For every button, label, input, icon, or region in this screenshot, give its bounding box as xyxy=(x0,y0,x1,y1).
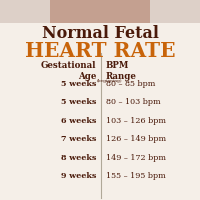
Text: Gestational: Gestational xyxy=(40,61,96,70)
Text: 5 weeks: 5 weeks xyxy=(61,98,96,106)
Text: 5 weeks: 5 weeks xyxy=(61,80,96,88)
Text: 7 weeks: 7 weeks xyxy=(61,135,96,143)
Text: 80 – 103 bpm: 80 – 103 bpm xyxy=(106,98,161,106)
Text: 6 weeks: 6 weeks xyxy=(61,117,96,125)
Text: HEART RATE: HEART RATE xyxy=(25,41,175,61)
Text: Range: Range xyxy=(106,72,137,81)
Text: 149 – 172 bpm: 149 – 172 bpm xyxy=(106,154,166,162)
Text: (beginning): (beginning) xyxy=(97,79,122,83)
Text: 103 – 126 bpm: 103 – 126 bpm xyxy=(106,117,166,125)
Text: Normal Fetal: Normal Fetal xyxy=(42,25,158,42)
Text: Age: Age xyxy=(78,72,96,81)
Text: 126 – 149 bpm: 126 – 149 bpm xyxy=(106,135,166,143)
Text: 155 – 195 bpm: 155 – 195 bpm xyxy=(106,172,166,180)
Text: 8 weeks: 8 weeks xyxy=(61,154,96,162)
FancyBboxPatch shape xyxy=(0,0,200,23)
FancyBboxPatch shape xyxy=(0,0,50,23)
Text: 9 weeks: 9 weeks xyxy=(61,172,96,180)
FancyBboxPatch shape xyxy=(50,0,150,23)
FancyBboxPatch shape xyxy=(150,0,200,23)
Text: BPM: BPM xyxy=(106,61,129,70)
Text: 80 – 85 bpm: 80 – 85 bpm xyxy=(106,80,155,88)
